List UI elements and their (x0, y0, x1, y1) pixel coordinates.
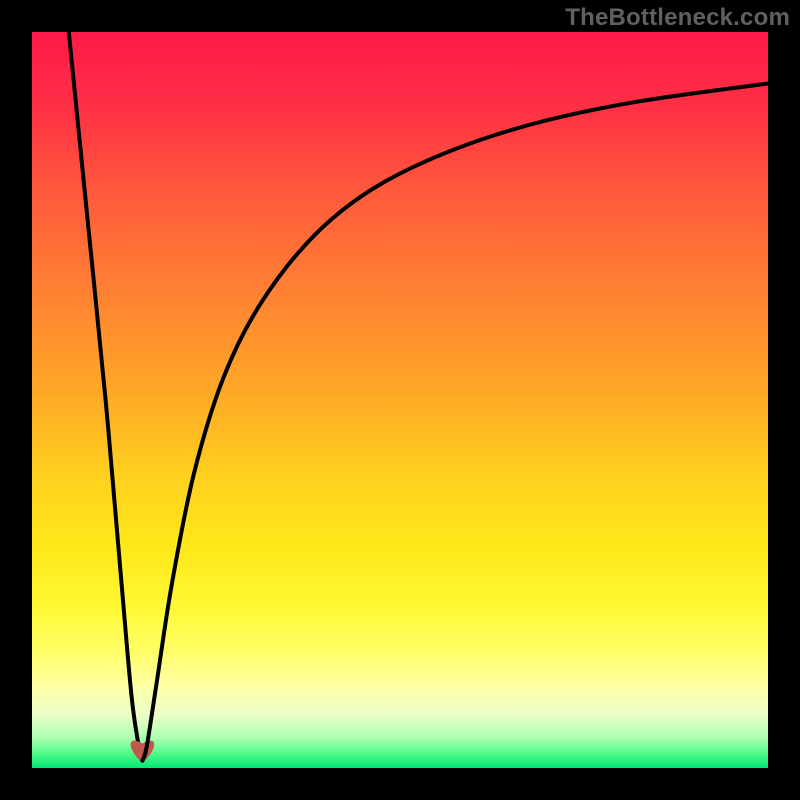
plot-border (0, 0, 800, 800)
chart-frame: TheBottleneck.com (0, 0, 800, 800)
watermark-text: TheBottleneck.com (565, 4, 790, 32)
curve-path (69, 32, 143, 761)
curve-path-right (142, 84, 768, 761)
plot-area (32, 32, 768, 768)
bottleneck-curve (32, 32, 768, 768)
